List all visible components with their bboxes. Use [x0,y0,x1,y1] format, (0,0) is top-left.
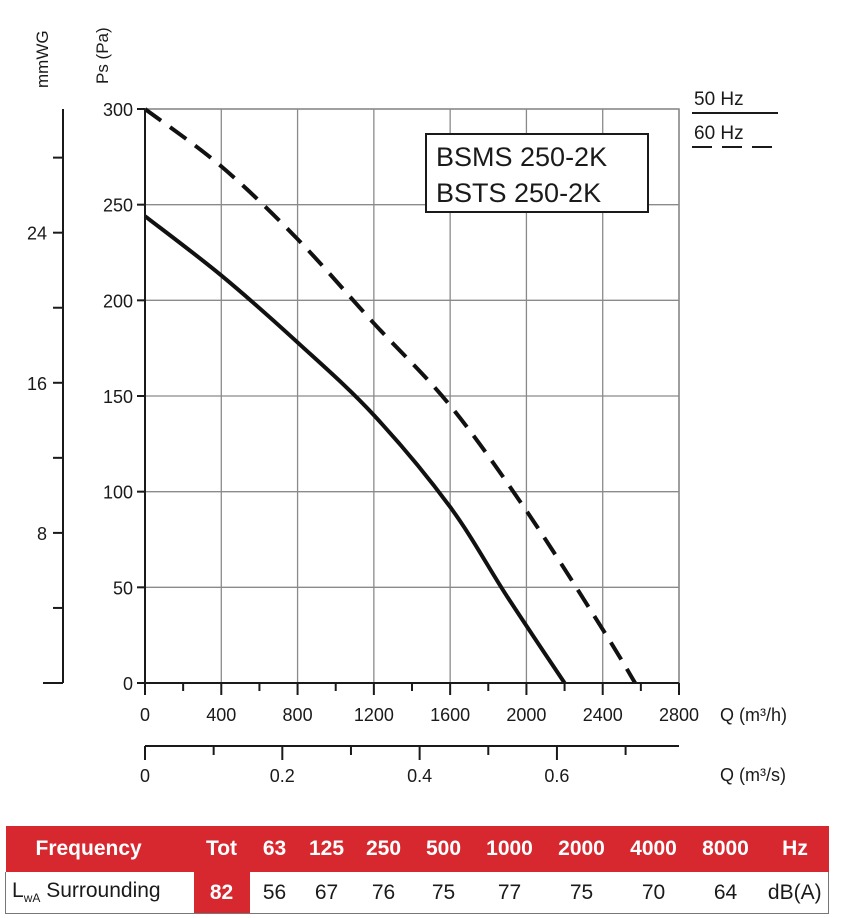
q-tick-label: 1600 [430,705,470,725]
q-tick-label: 2000 [506,705,546,725]
sound-power-table: Frequency Tot 63 125 250 500 1000 2000 4… [5,826,829,914]
table-header-cell: 8000 [689,826,762,872]
chart-axes: 0 50 100 150 200 250 300 8 16 24 0 400 800 1200 1600 20… [27,100,699,786]
x-axis-title: Q (m³/h) [720,705,787,725]
table-value-cell: 76 [353,872,414,914]
row-label-sub: wA [23,891,41,906]
legend-label: 50 Hz [694,89,744,110]
mmwg-tick-label: 24 [27,224,47,244]
q-tick-label: 2800 [659,705,699,725]
table-header-cell: 4000 [617,826,690,872]
mmwg-axis-title: mmWG [33,30,52,88]
table-header-cell: 2000 [545,826,618,872]
table-value-cell: dB(A) [761,872,829,914]
model-label-1: BSMS 250-2K [436,142,607,172]
table-header-cell: 125 [299,826,354,872]
ps-tick-label: 0 [123,674,133,694]
table-header-cell: 500 [413,826,474,872]
table-value-row: LwA Surrounding 82 56 67 76 75 77 75 70 … [5,872,829,914]
ps-tick-label: 100 [103,483,133,503]
q2-tick-label: 0 [140,766,150,786]
q-tick-label: 0 [140,705,150,725]
table-header-cell: 250 [353,826,414,872]
mmwg-tick-label: 16 [27,374,47,394]
table-value-cell: 70 [617,872,690,914]
table-value-cell: 64 [689,872,762,914]
table-value-cell: 77 [473,872,546,914]
q2-tick-label: 0.6 [544,766,569,786]
ps-tick-label: 50 [113,578,133,598]
q-tick-label: 800 [283,705,313,725]
q-tick-label: 400 [206,705,236,725]
mmwg-tick-label: 8 [37,524,47,544]
legend-label: 60 Hz [694,123,744,144]
q2-tick-label: 0.4 [407,766,432,786]
curve-50hz [143,214,567,685]
ps-tick-label: 300 [103,100,133,120]
table-header-cell: Tot [193,826,250,872]
table-value-cell: 82 [193,872,250,914]
model-legend-box: BSMS 250-2K BSTS 250-2K [425,133,649,213]
ps-axis-title: Ps (Pa) [93,27,112,84]
x2-axis-title: Q (m³/s) [720,765,786,785]
row-label-text: Surrounding [40,879,161,903]
table-header-cell: 63 [249,826,300,872]
ps-tick-label: 200 [103,291,133,311]
table-value-cell: 67 [299,872,354,914]
table-header-cell: Hz [761,826,829,872]
row-label: LwA Surrounding [5,872,194,914]
curve-60hz [143,107,637,685]
chart-curves [143,107,637,685]
q2-tick-label: 0.2 [270,766,295,786]
table-header-cell: 1000 [473,826,546,872]
table-header-row: Frequency Tot 63 125 250 500 1000 2000 4… [5,826,829,872]
ps-tick-label: 250 [103,196,133,216]
frequency-label: Frequency [5,826,194,872]
frequency-legend: 50 Hz 60 Hz [692,89,778,148]
table-value-cell: 56 [249,872,300,914]
ps-tick-label: 150 [103,387,133,407]
q-tick-label: 2400 [583,705,623,725]
q-tick-label: 1200 [354,705,394,725]
table-value-cell: 75 [545,872,618,914]
table-value-cell: 75 [413,872,474,914]
model-label-2: BSTS 250-2K [436,178,601,208]
row-label-l: L [12,879,24,903]
